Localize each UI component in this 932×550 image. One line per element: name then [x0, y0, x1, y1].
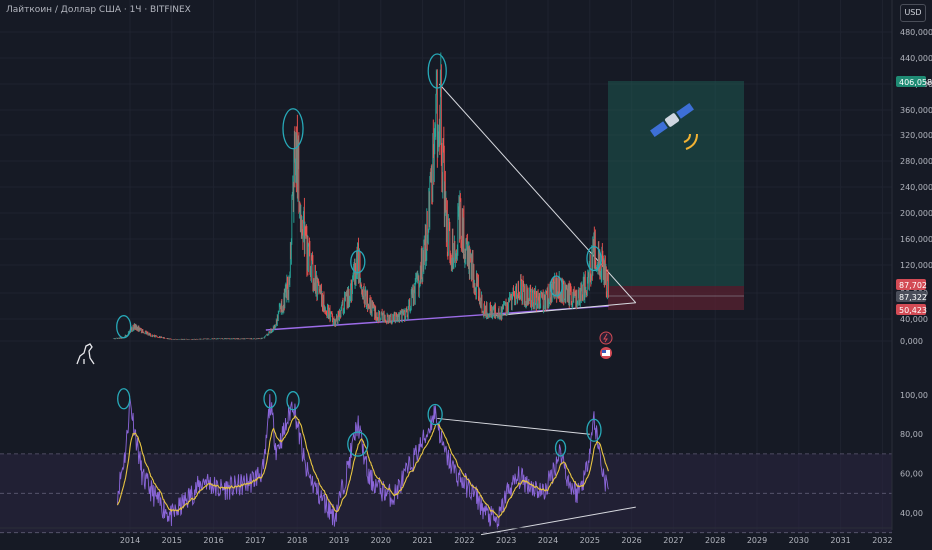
peak-annotations — [116, 53, 602, 339]
time-tick-label: 2025 — [580, 536, 600, 545]
price-tick-label: 160,000 — [900, 235, 932, 244]
rsi-peak-circle — [427, 403, 443, 426]
chart-title: Лайткоин / Доллар США · 1Ч · BITFINEX — [6, 5, 191, 15]
price-tag-box — [896, 291, 926, 302]
satellite-panel — [676, 102, 694, 119]
time-tick-label: 2024 — [538, 536, 558, 545]
rsi-tick-label: 60,00 — [900, 470, 923, 479]
flag-canton — [602, 350, 606, 353]
rsi-peak-circle — [586, 418, 602, 442]
time-tick-label: 2023 — [496, 536, 516, 545]
price-tick-label: 0,000 — [900, 337, 923, 346]
time-tick-label: 2015 — [162, 536, 182, 545]
time-tick-label: 2026 — [621, 536, 641, 545]
peak-circle — [282, 108, 304, 150]
price-tag: 50,423 — [896, 304, 927, 315]
satellite-icon — [650, 102, 694, 138]
rsi-ma-line — [116, 415, 609, 519]
price-tags: 406,058 87,702 87,322 50,423 — [896, 76, 932, 315]
rsi-peak-circle — [263, 389, 277, 409]
time-tick-label: 2031 — [830, 536, 850, 545]
time-tick-label: 2017 — [245, 536, 265, 545]
peak-circle — [549, 275, 564, 297]
price-tick-label: 360,000 — [900, 106, 932, 115]
time-tick-label: 2018 — [287, 536, 307, 545]
lower-trendline — [493, 302, 636, 317]
price-tag-box — [896, 76, 926, 87]
dino-outline — [76, 343, 95, 365]
time-tick-label: 2028 — [705, 536, 725, 545]
dino-logo-icon — [76, 343, 95, 365]
price-tick-label: 440,000 — [900, 54, 932, 63]
time-tick-label: 2020 — [371, 536, 391, 545]
price-tick-label: 120,000 — [900, 261, 932, 270]
peak-circle — [350, 250, 366, 274]
rsi-peak-circle — [286, 391, 300, 411]
rsi-peak-circle — [554, 439, 567, 457]
rsi-line — [117, 394, 609, 530]
peak-circle — [116, 315, 132, 339]
time-tick-label: 2019 — [329, 536, 349, 545]
price-tick-label: 40,000 — [900, 315, 928, 324]
time-axis[interactable]: 2014 2015 2016 2017 2018 2019 2020 2021 2022 2023… — [0, 527, 893, 545]
flag-event-icon — [600, 347, 612, 359]
satellite-signal — [685, 133, 698, 150]
time-tick-label: 2027 — [663, 536, 683, 545]
time-tick-label: 2029 — [747, 536, 767, 545]
time-tick-label: 2032 — [872, 536, 892, 545]
price-tag: 87,322 — [896, 291, 927, 302]
time-tick-label: 2022 — [454, 536, 474, 545]
price-tag-label: 50,423 — [899, 306, 927, 315]
target-zone — [608, 81, 744, 286]
price-tick-label: 480,000 — [900, 28, 932, 37]
price-tag-label: 406,058 — [899, 78, 932, 87]
lightning-event-icon — [599, 331, 613, 345]
price-tag-box — [896, 279, 926, 290]
peak-circle — [586, 245, 602, 272]
rsi-panel — [0, 388, 892, 536]
time-tick-label: 2030 — [789, 536, 809, 545]
price-tag-label: 87,322 — [899, 293, 927, 302]
rsi-peak-circle — [347, 431, 369, 457]
peak-circle — [427, 53, 447, 89]
currency-button[interactable]: USD — [900, 4, 926, 22]
price-tag-label: 87,702 — [899, 281, 927, 290]
time-tick-label: 2021 — [412, 536, 432, 545]
rsi-peak-circle — [117, 388, 131, 410]
rsi-axis[interactable]: 100,00 80,00 60,00 40,00 — [900, 391, 928, 518]
price-tick-label: 320,000 — [900, 131, 932, 140]
price-tag: 87,702 — [896, 279, 927, 290]
lightning-glyph — [603, 333, 608, 343]
price-tick-label: 200,000 — [900, 209, 932, 218]
rsi-support-trendline — [481, 506, 636, 536]
stop-zone — [608, 286, 744, 310]
price-tag: 406,058 — [896, 76, 932, 87]
rsi-tick-label: 80,00 — [900, 430, 923, 439]
price-tick-label: 240,000 — [900, 183, 932, 192]
rsi-resistance-trendline — [437, 417, 590, 435]
icons-layer — [76, 102, 698, 365]
time-tick-label: 2014 — [120, 536, 140, 545]
rsi-tick-label: 40,00 — [900, 509, 923, 518]
risk-reward-zones — [608, 81, 744, 310]
satellite-panel — [650, 121, 668, 138]
price-tick-label: 280,000 — [900, 157, 932, 166]
price-series — [112, 52, 609, 340]
satellite-body — [665, 113, 679, 127]
satellite-signal — [683, 133, 691, 143]
time-tick-label: 2016 — [203, 536, 223, 545]
rsi-tick-label: 100,00 — [900, 391, 928, 400]
price-tag-box — [896, 304, 926, 315]
event-badge — [599, 331, 613, 345]
